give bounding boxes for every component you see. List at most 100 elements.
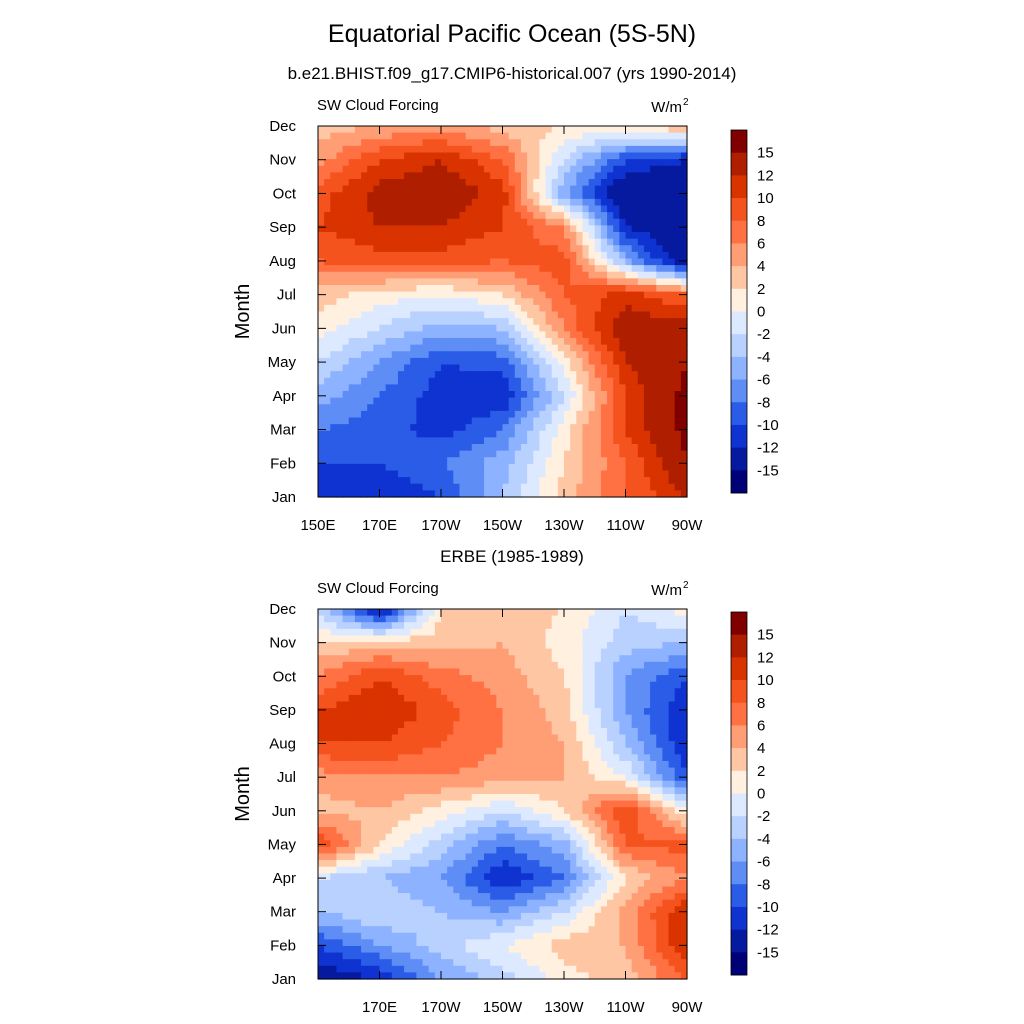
heatmap-cell <box>625 265 633 273</box>
heatmap-cell <box>354 198 362 207</box>
heatmap-cell <box>662 694 670 703</box>
heatmap-cell <box>656 714 663 722</box>
heatmap-cell <box>680 417 688 425</box>
heatmap-cell <box>453 338 461 346</box>
heatmap-cell <box>490 450 497 458</box>
heatmap-cell <box>607 238 614 246</box>
heatmap-cell <box>674 609 682 617</box>
heatmap-cell <box>650 721 657 729</box>
heatmap-cell <box>471 152 479 160</box>
heatmap-cell <box>385 450 393 458</box>
heatmap-cell <box>410 172 417 180</box>
heatmap-cell <box>471 754 479 762</box>
heatmap-cell <box>545 251 553 260</box>
heatmap-cell <box>557 159 565 167</box>
heatmap-cell <box>637 417 645 425</box>
heatmap-cell <box>373 165 381 173</box>
heatmap-cell <box>484 760 491 769</box>
heatmap-cell <box>533 291 540 299</box>
heatmap-cell <box>447 688 454 696</box>
heatmap-cell <box>324 450 331 458</box>
heatmap-cell <box>619 760 627 769</box>
heatmap-cell <box>545 371 553 379</box>
heatmap-cell <box>607 655 614 663</box>
heatmap-cell <box>496 371 504 379</box>
heatmap-cell <box>643 622 651 630</box>
heatmap-cell <box>336 285 344 293</box>
heatmap-cell <box>539 490 547 498</box>
heatmap-cell <box>361 192 368 200</box>
heatmap-cell <box>674 490 682 498</box>
heatmap-cell <box>643 324 651 332</box>
heatmap-cell <box>422 152 430 160</box>
heatmap-cell <box>637 688 645 696</box>
heatmap-cell <box>582 424 590 432</box>
heatmap-cell <box>385 384 393 392</box>
heatmap-cell <box>422 734 430 742</box>
heatmap-cell <box>324 271 331 279</box>
heatmap-cell <box>416 701 424 709</box>
heatmap-cell <box>471 265 479 273</box>
heatmap-cell <box>600 218 608 226</box>
heatmap-cell <box>453 681 461 689</box>
heatmap-cell <box>631 304 639 313</box>
heatmap-cell <box>459 410 467 419</box>
heatmap-cell <box>416 225 424 233</box>
heatmap-cell <box>619 417 627 425</box>
heatmap-cell <box>570 258 577 266</box>
heatmap-cell <box>643 198 651 207</box>
heatmap-cell <box>551 298 559 306</box>
heatmap-cell <box>619 734 627 742</box>
heatmap-cell <box>662 145 670 154</box>
heatmap-cell <box>650 727 657 736</box>
heatmap-cell <box>324 457 331 465</box>
heatmap-cell <box>588 165 596 173</box>
heatmap-cell <box>379 304 387 313</box>
heatmap-cell <box>379 245 387 253</box>
heatmap-cell <box>576 139 584 147</box>
heatmap-cell <box>613 655 620 663</box>
heatmap-cell <box>324 437 331 445</box>
heatmap-cell <box>373 351 381 359</box>
heatmap-cell <box>594 635 602 643</box>
heatmap-cell <box>484 694 491 703</box>
heatmap-cell <box>484 615 491 623</box>
heatmap-cell <box>354 285 362 293</box>
heatmap-cell <box>668 444 676 452</box>
heatmap-cell <box>502 232 510 240</box>
heatmap-cell <box>490 635 497 643</box>
heatmap-cell <box>576 271 584 279</box>
heatmap-cell <box>459 417 467 425</box>
heatmap-cell <box>490 324 497 332</box>
heatmap-cell <box>514 139 522 147</box>
heatmap-cell <box>514 344 522 352</box>
heatmap-cell <box>391 278 399 286</box>
heatmap-cell <box>631 271 639 279</box>
heatmap-cell <box>588 675 596 683</box>
heatmap-cell <box>656 152 663 160</box>
heatmap-cell <box>379 661 387 670</box>
heatmap-cell <box>637 391 645 399</box>
heatmap-cell <box>324 444 331 452</box>
heatmap-cell <box>662 701 670 709</box>
heatmap-cell <box>674 271 682 279</box>
heatmap-cell <box>514 410 522 419</box>
heatmap-cell <box>594 311 602 319</box>
heatmap-cell <box>385 404 393 412</box>
heatmap-cell <box>477 741 485 749</box>
heatmap-cell <box>465 304 473 313</box>
heatmap-cell <box>465 165 473 173</box>
heatmap-cell <box>613 635 620 643</box>
heatmap-cell <box>434 457 442 465</box>
heatmap-cell <box>631 225 639 233</box>
heatmap-cell <box>619 391 627 399</box>
heatmap-cell <box>428 648 436 656</box>
heatmap-cell <box>354 675 362 683</box>
heatmap-cell <box>520 304 528 313</box>
heatmap-cell <box>471 701 479 709</box>
heatmap-cell <box>416 198 424 207</box>
heatmap-cell <box>656 483 663 491</box>
heatmap-cell <box>342 371 350 379</box>
heatmap-cell <box>520 298 528 306</box>
heatmap-cell <box>668 721 676 729</box>
